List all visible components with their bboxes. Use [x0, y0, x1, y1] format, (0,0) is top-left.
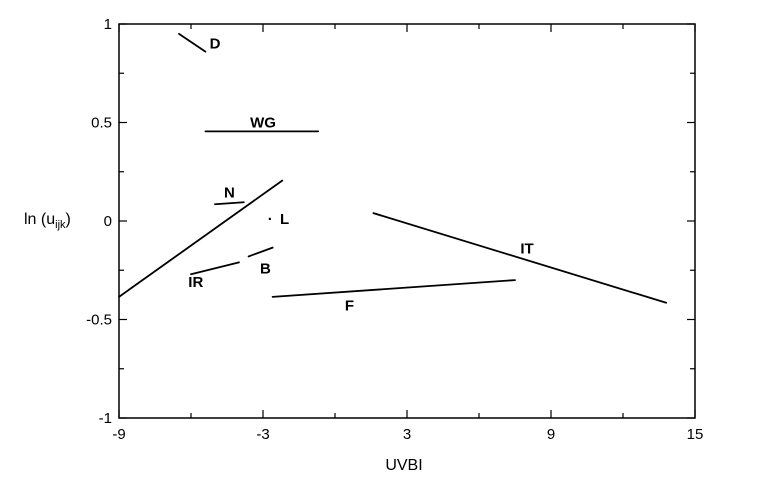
- series-label-b: B: [260, 260, 271, 277]
- x-axis-title: UVBI: [385, 457, 422, 474]
- series-label-wg: WG: [250, 115, 276, 132]
- annotation-dot: ·: [268, 211, 273, 228]
- series-line-it: [372, 212, 668, 304]
- y-axis-title-main: ln (u: [24, 211, 55, 228]
- x-tick-label: -3: [256, 426, 269, 443]
- series-label-n: N: [224, 184, 235, 201]
- y-axis-title-close: ): [66, 211, 71, 228]
- annotations: ·: [268, 211, 273, 228]
- axis-tick-labels: -9 -3 3 9 15 1 0.5 0 -0.5 -1: [86, 16, 703, 443]
- series-label-f: F: [345, 298, 354, 315]
- x-tick-label: 3: [403, 426, 411, 443]
- x-tick-label: 9: [547, 426, 555, 443]
- y-axis-title: ln (uijk): [24, 211, 71, 231]
- series-labels: D WG N L IR B F IT: [188, 36, 533, 315]
- y-tick-label: -1: [99, 410, 112, 427]
- series-line-f: [271, 279, 516, 298]
- series-label-l: L: [280, 211, 289, 228]
- x-tick-label: -9: [112, 426, 125, 443]
- series-label-ir: IR: [188, 274, 203, 291]
- y-axis-title-subscript: ijk: [55, 219, 66, 231]
- plot-frame: [118, 23, 696, 419]
- series-line-ir: [190, 261, 240, 276]
- y-tick-label: 1: [104, 16, 112, 33]
- x-tick-label: 15: [687, 426, 704, 443]
- series-line-b: [247, 246, 274, 258]
- series-group: [118, 32, 668, 304]
- y-tick-label: 0.5: [91, 115, 112, 132]
- axis-ticks: [118, 23, 696, 419]
- series-line-d: [178, 32, 207, 53]
- series-line-l: [118, 179, 284, 298]
- y-tick-label: 0: [104, 213, 112, 230]
- series-label-it: IT: [520, 241, 533, 258]
- y-tick-label: -0.5: [86, 312, 112, 329]
- series-label-d: D: [210, 36, 221, 53]
- series-line-n: [214, 201, 245, 206]
